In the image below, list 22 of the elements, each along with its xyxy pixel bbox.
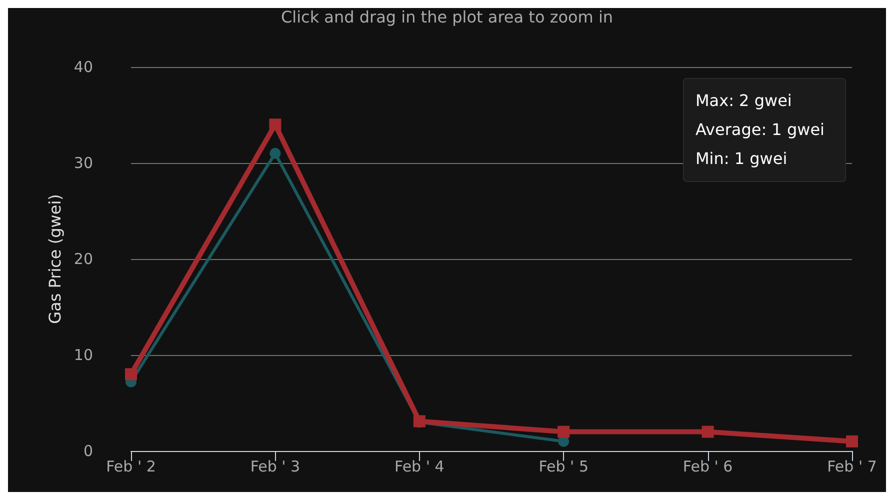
x-tick-label: Feb ' 5 [538, 458, 588, 476]
chart-subtitle: Click and drag in the plot area to zoom in [280, 8, 614, 26]
y-axis-title: Gas Price (gwei) [46, 194, 65, 324]
point [269, 118, 282, 131]
y-tick-label: 40 [74, 58, 93, 76]
point [702, 426, 714, 438]
x-tick-label: Feb ' 6 [682, 458, 733, 476]
y-tick-label: 30 [74, 154, 93, 172]
y-tick-label: 0 [83, 442, 93, 460]
point [270, 148, 281, 159]
annotation: Average: 1 gwei [696, 120, 824, 139]
x-tick-label: Feb ' 3 [250, 458, 300, 476]
x-tick-label: Feb ' 7 [827, 458, 877, 476]
point [558, 426, 570, 438]
annotation: Min: 1 gwei [696, 149, 788, 168]
annotation: Max: 2 gwei [696, 91, 792, 110]
point [846, 435, 858, 448]
x-tick-label: Feb ' 2 [106, 458, 156, 476]
y-tick-label: 10 [74, 346, 93, 364]
point [125, 368, 137, 380]
x-tick-label: Feb ' 4 [394, 458, 444, 476]
y-tick-label: 20 [74, 250, 93, 268]
